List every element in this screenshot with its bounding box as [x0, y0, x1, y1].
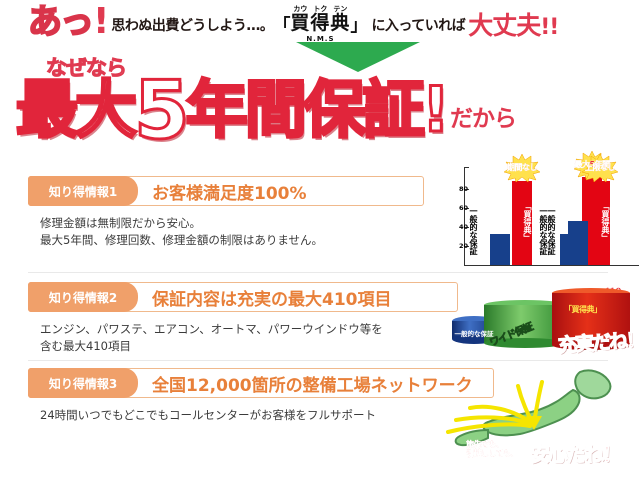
section-1-body: 修理金額は無制限だから安心。 最大5年間、修理回数、修理金額の制限はありません。: [40, 216, 323, 247]
section-1-title: お客様満足度100%: [152, 183, 307, 204]
cylinder-kaitoku-label: 「買得典」: [564, 305, 602, 314]
map-slogan: 安心だね！: [529, 441, 622, 466]
headline-exclaim: !: [420, 73, 451, 146]
green-down-arrow-icon: [296, 42, 420, 72]
chart-y-axis: [464, 167, 465, 265]
map-caption-line2: 引越ししても、: [466, 449, 519, 458]
coverage-cylinder-graphic: 最大410項目 一般的な保証 ワイド保証 「買得典」 充実だね！: [452, 286, 640, 360]
chart-x-axis: [464, 265, 639, 266]
chart-ytick-60: [464, 208, 469, 209]
chart-ytick-top: [464, 167, 469, 168]
section-1-badge: 知り得情報1: [28, 176, 138, 206]
headline-prefix: なぜなら: [46, 56, 128, 81]
brand-name: 買得典: [290, 11, 351, 34]
japan-map-icon: [446, 369, 612, 447]
warranty-bar-chart: 80 60 40 20 一般的な保証 「買得典」 期間なし 一般的な保証 「買得…: [434, 151, 640, 281]
cylinder-wide-bottom: [484, 338, 566, 348]
section-2-body: エンジン、パワステ、エアコン、オートマ、パワーウインドウ等を 含む最大410項目: [40, 322, 383, 353]
chart-ytick-20: [464, 246, 469, 247]
section-2-header: 知り得情報2 保証内容は充実の最大410項目: [28, 282, 458, 312]
chart-ylabel-60: 60: [458, 204, 468, 212]
top-headline: あっ! 思わぬ出費どうしよう…。 「 カウ トク テン 買得典 N.M.S 」 …: [0, 0, 640, 46]
section-1: 知り得情報1 お客様満足度100% 修理金額は無制限だから安心。 最大5年間、修…: [28, 176, 424, 249]
chart-bar-label-kaitoku-2: 「買得典」: [593, 200, 602, 240]
chart-burst-1: 期間なし: [504, 154, 540, 182]
cylinder-slogan: 充実だね！: [557, 328, 640, 357]
section-2-title: 保証内容は充実の最大410項目: [152, 289, 392, 310]
headline-number: 5: [133, 64, 192, 157]
exclaim-aa: あっ!: [27, 1, 109, 42]
cylinder-general-label: 一般的な保証: [454, 330, 494, 338]
bracket-open: 「: [273, 15, 291, 36]
section-2: 知り得情報2 保証内容は充実の最大410項目 エンジン、パワステ、エアコン、オー…: [28, 282, 458, 355]
cylinder-kaitoku-bottom: [552, 340, 630, 350]
brand-furigana: カウ トク テン: [293, 4, 348, 13]
chart-bar-kaitoku-1: [512, 181, 532, 265]
divider-2: [28, 360, 608, 361]
chart-ytick-40: [464, 227, 469, 228]
section-3-badge: 知り得情報3: [28, 368, 138, 398]
headline-suffix: だから: [449, 106, 517, 132]
section-3-title: 全国12,000箇所の整備工場ネットワーク: [152, 375, 473, 396]
brand-block: カウ トク テン 買得典 N.M.S: [290, 5, 351, 43]
section-3-header: 知り得情報3 全国12,000箇所の整備工場ネットワーク: [28, 368, 494, 398]
chart-bar-label-general-2: 一般的な保証: [539, 207, 548, 255]
bracket-close: 」: [350, 15, 368, 36]
section-3: 知り得情報3 全国12,000箇所の整備工場ネットワーク 24時間いつでもどこで…: [28, 368, 494, 424]
cylinder-general-bottom: [452, 334, 496, 344]
cylinder-kaitoku-side: [552, 293, 630, 345]
map-caption-line1: 旅先でも、: [466, 440, 504, 449]
headline-part2: 年間保証: [184, 73, 426, 146]
chart-ylabel-80: 80: [458, 185, 468, 193]
chart-bar-general-2: [560, 234, 580, 265]
map-caption: 旅先でも、 引越ししても、: [466, 440, 519, 458]
chart-bar-general-1: [490, 234, 510, 265]
cylinder-kaitoku: [552, 288, 630, 350]
chart-bar-label-kaitoku-1: 「買得典」: [523, 202, 532, 242]
chart-burst-2: 最大5年間: [574, 151, 610, 179]
headline-main: 最大5年間保証! だから: [14, 69, 628, 152]
chart-ylabel-40: 40: [458, 223, 468, 231]
section-3-body: 24時間いつでもどこでもコールセンターがお客様をフルサポート: [40, 408, 377, 422]
chart-ytick-80: [464, 189, 469, 190]
chart-ylabel-20: 20: [458, 242, 468, 250]
headline-part1: 最大: [14, 73, 138, 146]
japan-network-graphic: 旅先でも、 引越ししても、 安心だね！: [430, 360, 640, 480]
divider-1: [28, 272, 608, 273]
brand-subtitle: N.M.S: [306, 34, 335, 43]
section-1-header: 知り得情報1 お客様満足度100%: [28, 176, 424, 206]
chart-bar-label-general-1: 一般的な保証: [469, 207, 478, 255]
emphasis-text: 大丈夫!!: [468, 11, 559, 40]
lead-text: 思わぬ出費どうしよう…。: [111, 18, 274, 34]
section-2-badge: 知り得情報2: [28, 282, 138, 312]
arrow-head-icon: [526, 416, 542, 430]
lead-tail: に入っていれば: [371, 18, 466, 34]
